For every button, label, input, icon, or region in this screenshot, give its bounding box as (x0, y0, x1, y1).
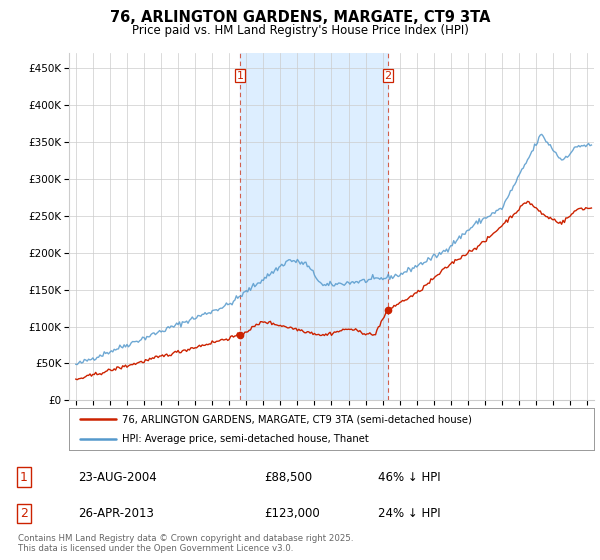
Text: 24% ↓ HPI: 24% ↓ HPI (378, 507, 440, 520)
Text: 76, ARLINGTON GARDENS, MARGATE, CT9 3TA: 76, ARLINGTON GARDENS, MARGATE, CT9 3TA (110, 10, 490, 25)
Text: £88,500: £88,500 (264, 470, 312, 484)
Text: 26-APR-2013: 26-APR-2013 (78, 507, 154, 520)
Text: 46% ↓ HPI: 46% ↓ HPI (378, 470, 440, 484)
Text: 23-AUG-2004: 23-AUG-2004 (78, 470, 157, 484)
Text: Price paid vs. HM Land Registry's House Price Index (HPI): Price paid vs. HM Land Registry's House … (131, 24, 469, 36)
Text: Contains HM Land Registry data © Crown copyright and database right 2025.
This d: Contains HM Land Registry data © Crown c… (18, 534, 353, 553)
Text: 76, ARLINGTON GARDENS, MARGATE, CT9 3TA (semi-detached house): 76, ARLINGTON GARDENS, MARGATE, CT9 3TA … (121, 414, 472, 424)
Text: HPI: Average price, semi-detached house, Thanet: HPI: Average price, semi-detached house,… (121, 434, 368, 444)
Bar (240, 53, 388, 400)
Text: 1: 1 (237, 71, 244, 81)
Text: 2: 2 (385, 71, 392, 81)
Text: 2: 2 (20, 507, 28, 520)
Text: 1: 1 (20, 470, 28, 484)
Text: £123,000: £123,000 (264, 507, 320, 520)
